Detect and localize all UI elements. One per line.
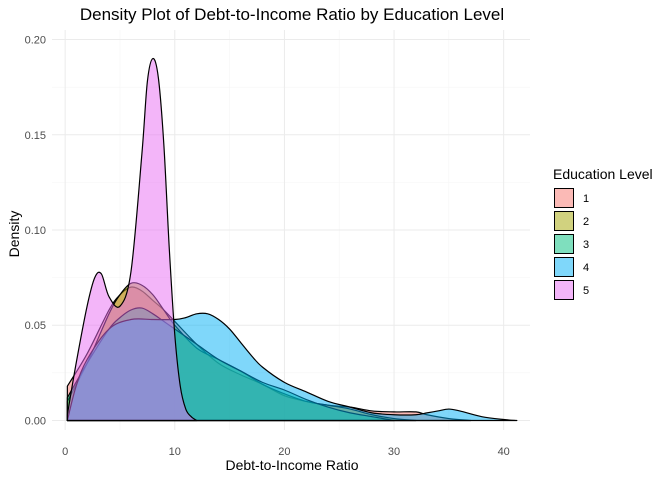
legend-key-2 (554, 211, 574, 231)
legend-title: Education Level (553, 166, 653, 182)
y-tick-label: 0.20 (25, 35, 46, 47)
legend: Education Level 1 2 3 4 5 (553, 166, 653, 300)
y-tick-label: 0.10 (25, 225, 46, 237)
x-tick-label: 20 (278, 446, 290, 458)
legend-label-4: 4 (583, 262, 589, 274)
x-tick-label: 0 (62, 446, 68, 458)
legend-key-5 (554, 280, 574, 300)
density-areas (66, 57, 518, 422)
legend-key-3 (554, 234, 574, 254)
legend-label-2: 2 (583, 216, 589, 228)
x-tick-label: 10 (169, 446, 181, 458)
x-axis-ticks: 0 10 20 30 40 (62, 446, 510, 458)
legend-label-3: 3 (583, 239, 589, 251)
y-tick-label: 0.00 (25, 415, 46, 427)
x-tick-label: 30 (388, 446, 400, 458)
legend-label-5: 5 (583, 285, 589, 297)
legend-key-4 (554, 257, 574, 277)
chart-title: Density Plot of Debt-to-Income Ratio by … (80, 5, 504, 24)
y-tick-label: 0.05 (25, 320, 46, 332)
density-area-5 (66, 57, 198, 422)
x-tick-label: 40 (498, 446, 510, 458)
y-axis-ticks: 0.00 0.05 0.10 0.15 0.20 (25, 35, 46, 428)
legend-key-1 (554, 188, 574, 208)
y-tick-label: 0.15 (25, 130, 46, 142)
y-axis-title: Density (6, 211, 22, 258)
legend-label-1: 1 (583, 193, 589, 205)
x-axis-title: Debt-to-Income Ratio (225, 457, 358, 473)
